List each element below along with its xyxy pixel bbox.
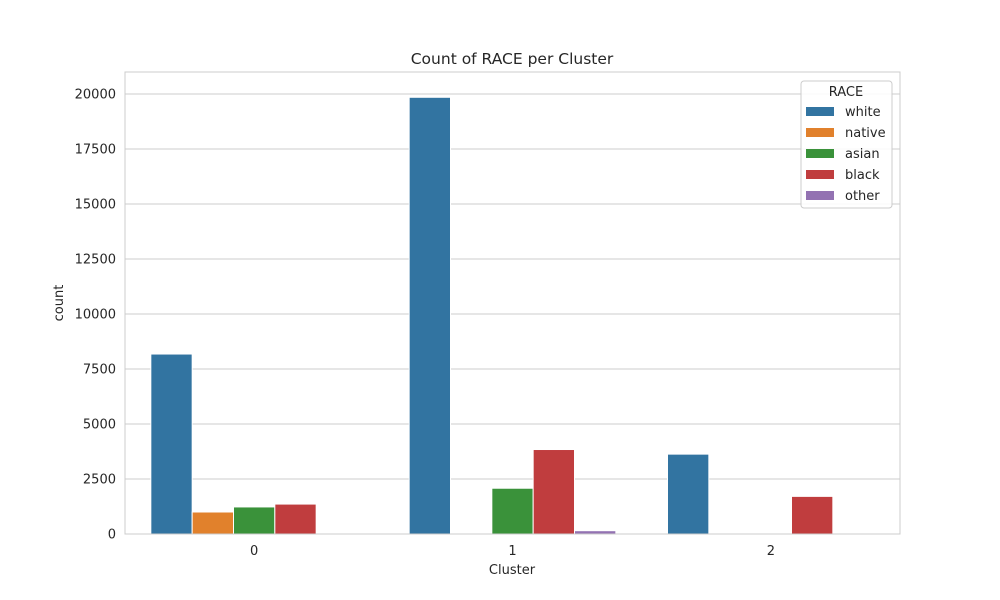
y-tick-label: 7500 <box>83 363 116 378</box>
bars-group <box>150 96 834 535</box>
x-tick-label: 2 <box>767 544 775 559</box>
x-tick-labels: 0 1 2 <box>250 544 775 559</box>
bar-asian-cluster-0 <box>233 506 276 535</box>
legend-label-white: white <box>845 105 881 120</box>
legend-label-black: black <box>845 168 880 183</box>
y-tick-label: 15000 <box>75 198 116 213</box>
y-axis-label: count <box>52 285 67 322</box>
x-tick-label: 1 <box>508 544 516 559</box>
y-tick-label: 0 <box>108 528 116 543</box>
bar-white-cluster-2 <box>667 453 710 535</box>
y-tick-label: 17500 <box>75 143 116 158</box>
legend-swatch-native <box>806 128 834 137</box>
legend-swatch-white <box>806 107 834 116</box>
legend-label-asian: asian <box>845 147 880 162</box>
bar-native-cluster-0 <box>191 511 235 535</box>
y-tick-label: 20000 <box>75 88 116 103</box>
x-tick-label: 0 <box>250 544 258 559</box>
legend-title: RACE <box>829 85 863 100</box>
y-tick-label: 12500 <box>75 253 116 268</box>
grid-lines <box>125 93 900 535</box>
legend-label-other: other <box>845 189 880 204</box>
plot-frame <box>124 71 901 535</box>
chart-title: Count of RACE per Cluster <box>411 50 614 68</box>
bar-black-cluster-1 <box>532 449 576 535</box>
y-tick-label: 2500 <box>83 473 116 488</box>
y-tick-labels: 0 2500 5000 7500 10000 12500 15000 17500 20000 <box>75 88 116 543</box>
y-tick-label: 10000 <box>75 308 116 323</box>
legend-swatch-black <box>806 170 834 179</box>
bar-black-cluster-0 <box>274 503 317 535</box>
legend-label-native: native <box>845 126 886 141</box>
legend: RACE white native asian black other <box>800 80 893 209</box>
bar-white-cluster-0 <box>150 353 193 535</box>
bar-asian-cluster-1 <box>491 487 534 535</box>
bar-black-cluster-2 <box>791 495 834 535</box>
bar-white-cluster-1 <box>408 96 451 535</box>
legend-swatch-asian <box>806 149 834 158</box>
legend-swatch-other <box>806 191 834 200</box>
x-axis-label: Cluster <box>489 563 536 578</box>
plot-area <box>125 72 900 534</box>
y-tick-label: 5000 <box>83 418 116 433</box>
